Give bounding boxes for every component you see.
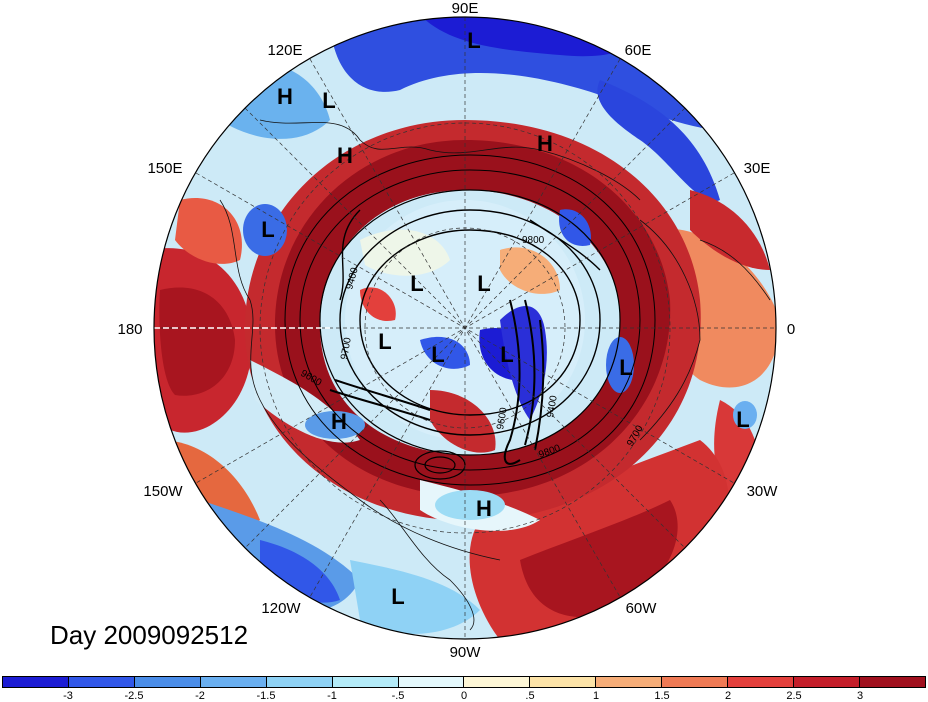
colorbar-segment: [398, 677, 465, 687]
pressure-center: H: [331, 409, 347, 434]
colorbar-tick-label: -1: [327, 690, 337, 702]
coastlines: [219, 119, 771, 631]
pressure-center: L: [736, 407, 749, 432]
lon-label-120w: 120W: [261, 600, 301, 617]
lon-label-120e: 120E: [267, 42, 302, 59]
colorbar-tick-label: -2.5: [124, 690, 144, 702]
colorbar-tick-label: 2.5: [786, 690, 802, 702]
lon-label-30w: 30W: [747, 483, 779, 500]
pressure-center: L: [500, 342, 513, 367]
colorbar-segment: [464, 677, 531, 687]
globe-outline: [153, 16, 777, 640]
pressure-center: L: [467, 28, 480, 53]
pressure-center: L: [322, 88, 335, 113]
colorbar-segment: [332, 677, 399, 687]
contour-lines: [284, 154, 656, 486]
colorbar-segment: [728, 677, 795, 687]
pressure-center: L: [477, 271, 490, 296]
day-label: Day 2009092512: [50, 620, 249, 650]
colorbar-segment: [68, 677, 135, 687]
colorbar-tick-label: -1.5: [256, 690, 276, 702]
pressure-center: L: [378, 329, 391, 354]
pressure-center: H: [476, 496, 492, 521]
contour-label: 9400: [545, 394, 560, 418]
pressure-centers: L L H H H H L L L L L L L L H H L: [261, 28, 749, 609]
colorbar-tick-label: -3: [63, 690, 73, 702]
colorbar-tick-label: -.5: [391, 690, 405, 702]
colorbar-tick-label: 1: [592, 690, 600, 702]
pressure-center: L: [431, 342, 444, 367]
lon-label-90e: 90E: [452, 0, 479, 17]
lon-label-150e: 150E: [147, 160, 182, 177]
lon-label-90w: 90W: [450, 644, 482, 661]
contour-label: 9800: [522, 235, 545, 246]
pressure-center: L: [261, 217, 274, 242]
longitude-labels: 90E 60E 30E 0 30W 60W 90W 120W 150W 180 …: [117, 0, 795, 661]
pressure-center: L: [391, 584, 404, 609]
colorbar-segment: [596, 677, 663, 687]
pressure-center: L: [619, 355, 632, 380]
lon-label-60e: 60E: [625, 42, 652, 59]
colorbar-tick-label: 2: [724, 690, 732, 702]
pressure-center: L: [410, 271, 423, 296]
colorbar-segment: [530, 677, 597, 687]
pressure-center: H: [337, 143, 353, 168]
lon-label-180: 180: [117, 321, 142, 338]
colorbar-tick-label: 3: [856, 690, 864, 702]
colorbar-segment: [3, 677, 69, 687]
pressure-center: H: [537, 131, 553, 156]
colorbar-tick-label: -2: [195, 690, 205, 702]
contour-label: 9700: [339, 336, 354, 360]
colorbar: [2, 676, 926, 688]
colorbar-segment: [794, 677, 860, 687]
lon-label-0: 0: [787, 321, 795, 338]
colorbar-tick-label: 1.5: [654, 690, 670, 702]
colorbar-segment: [266, 677, 333, 687]
graticule: [154, 17, 776, 639]
lon-label-60w: 60W: [626, 600, 658, 617]
lon-label-150w: 150W: [143, 483, 183, 500]
colorbar-tick-label: .5: [525, 690, 535, 702]
colorbar-ticks: -3 -2.5 -2 -1.5 -1 -.5 0 .5 1 1.5 2 2.5 3: [2, 690, 926, 702]
colorbar-segment: [134, 677, 201, 687]
contour-label: 9600: [495, 406, 510, 430]
colorbar-segment: [859, 677, 925, 687]
lon-label-30e: 30E: [744, 160, 771, 177]
colorbar-tick-label: 0: [460, 690, 468, 702]
pressure-center: H: [277, 84, 293, 109]
colorbar-segment: [662, 677, 729, 687]
colorbar-segment: [200, 677, 267, 687]
